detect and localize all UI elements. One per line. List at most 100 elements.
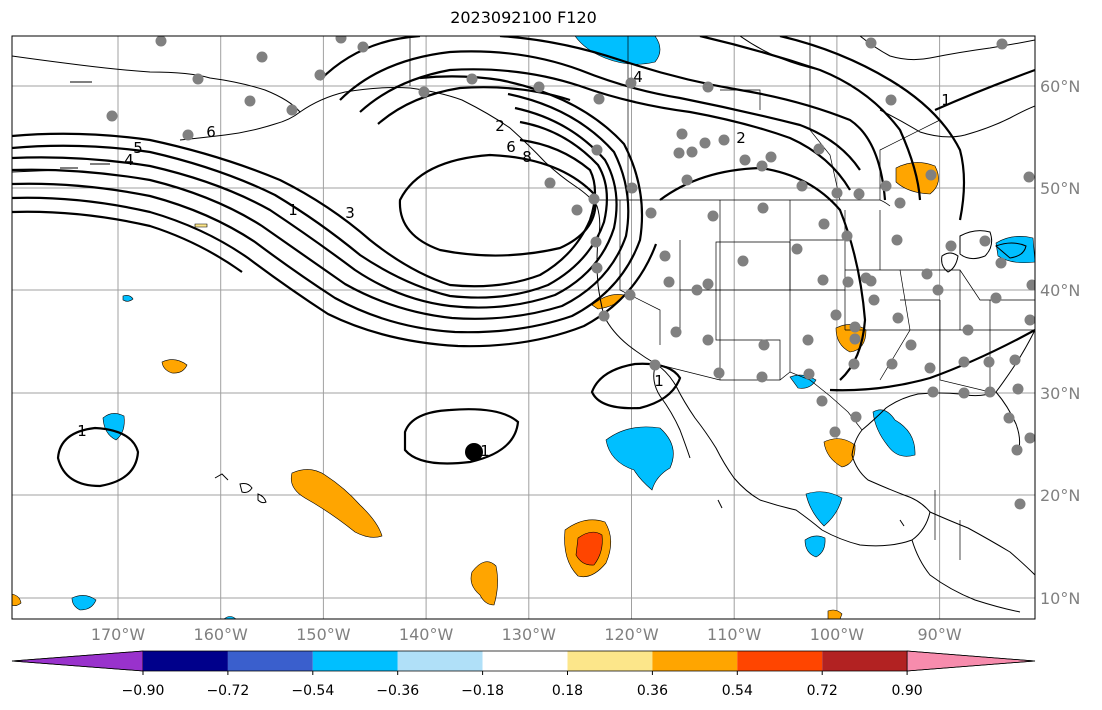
station-marker xyxy=(1012,383,1024,395)
station-marker xyxy=(813,143,825,155)
station-marker xyxy=(830,309,842,321)
colorbar-tick-label: −0.36 xyxy=(376,683,419,699)
colorbar-bin xyxy=(143,651,228,671)
contour-label: 6 xyxy=(506,138,516,156)
latitude-label: 10°N xyxy=(1040,589,1080,608)
positive-anomaly-area xyxy=(470,561,498,606)
station-marker xyxy=(817,274,829,286)
political-borders xyxy=(409,36,1035,560)
longitude-label: 150°W xyxy=(296,625,351,644)
station-marker xyxy=(571,204,583,216)
station-marker xyxy=(958,387,970,399)
latitude-labels: 10°N 20°N 30°N 40°N 50°N 60°N xyxy=(1040,77,1080,608)
station-marker xyxy=(758,339,770,351)
station-marker xyxy=(850,411,862,423)
station-marker xyxy=(466,73,478,85)
colorbar-tick-label: −0.54 xyxy=(291,683,334,699)
station-marker xyxy=(865,37,877,49)
station-marker xyxy=(803,368,815,380)
plot-frame xyxy=(11,35,1036,620)
station-marker xyxy=(588,193,600,205)
colorbar xyxy=(11,650,1036,672)
colorbar-bin xyxy=(482,651,568,671)
station-marker xyxy=(842,276,854,288)
station-marker xyxy=(816,395,828,407)
longitude-label: 110°W xyxy=(707,625,762,644)
station-marker xyxy=(1014,498,1026,510)
station-marker xyxy=(244,95,256,107)
station-marker xyxy=(533,81,545,93)
positive-anomaly-area xyxy=(161,359,188,374)
station-marker xyxy=(314,69,326,81)
station-marker xyxy=(995,257,1007,269)
colorbar-tick-label: −0.90 xyxy=(122,683,165,699)
station-marker xyxy=(756,160,768,172)
contour-label: 5 xyxy=(133,139,143,157)
contour-label: 2 xyxy=(736,129,746,147)
station-marker xyxy=(849,321,861,333)
station-marker xyxy=(921,268,933,280)
station-marker xyxy=(598,310,610,322)
station-marker xyxy=(1024,314,1035,326)
colorbar-bin xyxy=(737,651,823,671)
station-marker xyxy=(659,250,671,262)
station-marker xyxy=(624,289,636,301)
colorbar-bin xyxy=(822,651,908,671)
station-marker xyxy=(765,151,777,163)
contour-label: 1 xyxy=(480,442,490,460)
colorbar-tick-label: −0.72 xyxy=(206,683,249,699)
station-marker xyxy=(699,137,711,149)
station-marker xyxy=(645,207,657,219)
station-marker xyxy=(649,359,661,371)
longitude-label: 90°W xyxy=(918,625,962,644)
station-marker xyxy=(984,386,996,398)
map-title: 2023092100 F120 xyxy=(450,8,597,27)
negative-anomaly-area xyxy=(71,595,97,611)
station-marker xyxy=(1003,412,1015,424)
station-marker xyxy=(990,292,1002,304)
colorbar-bin xyxy=(397,651,483,671)
station-marker xyxy=(996,38,1008,50)
contour-label: 6 xyxy=(206,123,216,141)
contour-lines xyxy=(12,36,1035,488)
station-marker xyxy=(791,243,803,255)
negative-anomaly-area xyxy=(122,295,134,302)
station-marker xyxy=(894,197,906,209)
station-marker xyxy=(713,367,725,379)
station-marker xyxy=(626,182,638,194)
station-marker xyxy=(924,362,936,374)
contour-label: 4 xyxy=(633,68,643,86)
station-marker xyxy=(737,255,749,267)
latitude-label: 40°N xyxy=(1040,281,1080,300)
station-marker xyxy=(886,358,898,370)
station-marker xyxy=(1011,444,1023,456)
station-marker xyxy=(686,146,698,158)
station-marker xyxy=(979,235,991,247)
station-marker xyxy=(831,187,843,199)
station-marker xyxy=(286,104,298,116)
colorbar-bin xyxy=(652,651,738,671)
contour-label: 4 xyxy=(124,151,134,169)
station-marker xyxy=(865,275,877,287)
negative-anomaly-area xyxy=(605,426,674,491)
station-marker xyxy=(853,188,865,200)
station-marker xyxy=(796,180,808,192)
longitude-label: 130°W xyxy=(502,625,557,644)
longitude-label: 140°W xyxy=(399,625,454,644)
coastlines xyxy=(12,36,1035,613)
station-marker xyxy=(182,129,194,141)
colorbar-tick-label: 0.18 xyxy=(552,683,583,699)
positive-anomaly-area xyxy=(827,609,843,619)
colorbar-bin xyxy=(312,651,398,671)
station-marker xyxy=(676,128,688,140)
negative-anomaly-area xyxy=(805,491,843,527)
station-marker xyxy=(958,356,970,368)
station-marker xyxy=(590,236,602,248)
station-marker xyxy=(757,202,769,214)
latitude-label: 50°N xyxy=(1040,179,1080,198)
latitude-label: 60°N xyxy=(1040,77,1080,96)
station-marker xyxy=(739,154,751,166)
contour-label: 3 xyxy=(345,204,355,222)
station-marker xyxy=(868,294,880,306)
